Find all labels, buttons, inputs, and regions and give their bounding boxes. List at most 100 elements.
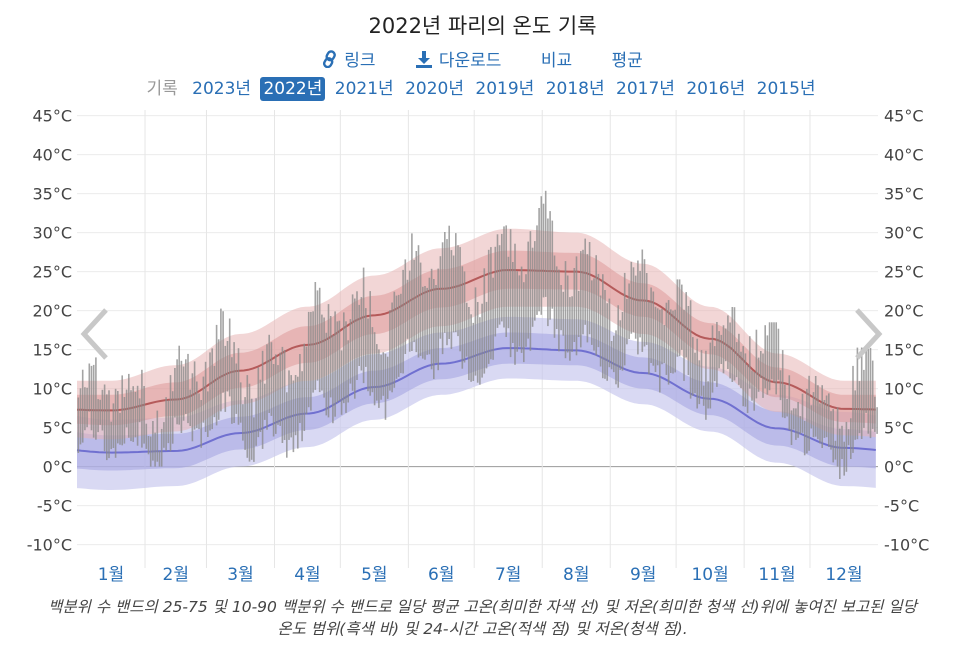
daily-range-bar <box>718 331 720 369</box>
year-tab-2021[interactable]: 2021년 <box>334 79 394 99</box>
daily-range-bar <box>509 229 512 358</box>
daily-range-bar <box>321 314 323 391</box>
daily-range-bar <box>503 226 505 328</box>
daily-range-bar <box>110 421 112 450</box>
daily-range-bar <box>518 275 521 347</box>
daily-range-bar <box>834 440 837 460</box>
daily-range-bar <box>681 284 683 350</box>
daily-range-bar <box>417 245 420 358</box>
daily-range-bar <box>799 416 802 434</box>
daily-range-bar <box>621 312 624 371</box>
year-tab-2018[interactable]: 2018년 <box>545 79 605 99</box>
daily-range-bar <box>474 287 477 376</box>
daily-range-bar <box>538 208 540 312</box>
daily-range-bar <box>593 278 595 351</box>
daily-range-bar <box>479 317 481 385</box>
daily-range-bar <box>534 241 536 321</box>
daily-range-bar <box>149 436 152 467</box>
y-tick-label-right: 10°C <box>884 380 924 399</box>
y-tick-label-left: -5°C <box>37 497 72 516</box>
year-tab-2017[interactable]: 2017년 <box>616 79 675 99</box>
y-tick-label-right: 5°C <box>884 419 913 438</box>
daily-range-bar <box>217 339 220 420</box>
daily-range-bar <box>746 364 749 413</box>
link-label: 링크 <box>344 51 376 71</box>
daily-range-bar <box>825 395 828 438</box>
daily-range-bar <box>334 311 336 417</box>
daily-range-bar <box>303 343 306 431</box>
daily-range-bar <box>771 322 773 380</box>
year-tab-2019[interactable]: 2019년 <box>475 79 535 99</box>
link-button[interactable]: 링크 <box>322 50 381 71</box>
daily-range-bar <box>373 332 376 406</box>
daily-range-bar <box>277 365 279 425</box>
prev-year-arrow-icon[interactable] <box>78 306 114 362</box>
y-tick-label-right: 20°C <box>884 302 924 321</box>
daily-range-bar <box>393 291 396 388</box>
year-tab-2020[interactable]: 2020년 <box>405 79 464 99</box>
daily-range-bar <box>742 346 744 407</box>
year-tab-2022[interactable]: 2022년 <box>260 77 326 101</box>
daily-range-bar <box>301 371 303 442</box>
daily-range-bar <box>255 398 257 446</box>
chart-caption: 백분위 수 밴드의 25-75 및 10-90 백분위 수 밴드로 일당 평균 … <box>48 598 917 638</box>
daily-range-bar <box>685 292 687 358</box>
daily-range-bar <box>643 259 646 347</box>
daily-range-bar <box>463 271 466 363</box>
daily-range-bar <box>577 290 580 337</box>
daily-range-bar <box>806 388 808 454</box>
daily-range-bar <box>645 273 648 345</box>
year-tab-2016[interactable]: 2016년 <box>686 79 746 99</box>
daily-range-bar <box>119 412 121 445</box>
daily-range-bar <box>378 349 380 408</box>
years-label: 기록 <box>146 79 178 99</box>
daily-range-bar <box>365 308 367 367</box>
daily-range-bar <box>156 410 159 462</box>
y-tick-label-right: -10°C <box>884 536 929 555</box>
daily-range-bar <box>268 334 270 413</box>
daily-range-bar <box>88 363 91 412</box>
daily-range-bar <box>360 297 363 371</box>
daily-range-bar <box>595 255 597 356</box>
daily-range-bar <box>648 301 650 375</box>
download-icon <box>415 51 432 68</box>
daily-range-bar <box>386 356 389 399</box>
daily-range-bar <box>696 338 698 409</box>
year-tab-2023[interactable]: 2023년 <box>192 79 252 99</box>
daily-range-bar <box>382 352 385 396</box>
daily-range-bar <box>792 408 795 430</box>
daily-range-bar <box>551 220 554 309</box>
year-tab-2015[interactable]: 2015년 <box>756 79 816 99</box>
daily-range-bar <box>413 259 415 343</box>
daily-range-bar <box>395 295 398 379</box>
daily-range-bar <box>817 385 819 440</box>
daily-range-bar <box>674 309 676 373</box>
daily-range-bar <box>613 335 615 373</box>
daily-range-bar <box>839 428 841 479</box>
daily-range-bar <box>292 380 295 453</box>
average-button[interactable]: 평균 <box>611 51 643 71</box>
daily-range-bar <box>582 249 584 335</box>
daily-range-bar <box>314 282 317 390</box>
daily-range-bar <box>505 225 507 337</box>
daily-range-bar <box>171 391 174 444</box>
daily-range-bar <box>512 262 514 343</box>
daily-range-bar <box>266 344 268 430</box>
download-button[interactable]: 다운로드 <box>415 51 507 71</box>
daily-range-bar <box>224 345 227 412</box>
next-year-arrow-icon[interactable] <box>849 306 885 362</box>
daily-range-bar <box>340 350 343 415</box>
daily-range-bar <box>865 345 867 413</box>
daily-range-bar <box>323 317 325 398</box>
daily-range-bar <box>259 379 262 432</box>
daily-range-bar <box>444 232 446 333</box>
daily-range-bar <box>654 306 657 372</box>
temperature-chart: 45°C 45°C 40°C 40°C 35°C 35°C 30°C 30°C 25°C 25°C… <box>27 107 930 585</box>
month-label: 3월 <box>227 565 253 585</box>
compare-button[interactable]: 비교 <box>540 51 573 71</box>
daily-range-bar <box>562 291 565 336</box>
daily-range-bar <box>716 322 718 387</box>
daily-range-bar <box>345 321 347 413</box>
daily-range-bar <box>740 351 742 389</box>
daily-range-bar <box>207 391 209 437</box>
